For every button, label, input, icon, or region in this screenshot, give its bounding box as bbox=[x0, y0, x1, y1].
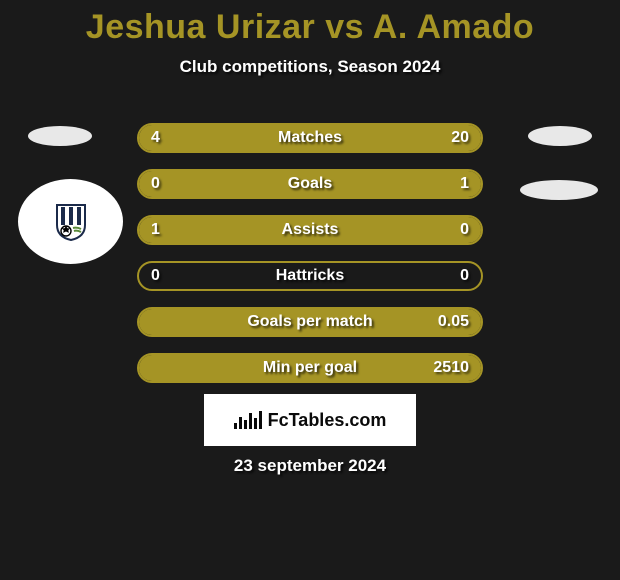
player-a-club-crest-icon bbox=[18, 179, 123, 264]
watermark-badge: FcTables.com bbox=[204, 394, 416, 446]
stat-row: 10Assists bbox=[137, 215, 483, 245]
footer-date: 23 september 2024 bbox=[0, 456, 620, 476]
shield-icon bbox=[55, 203, 87, 241]
stat-label: Matches bbox=[139, 125, 481, 151]
vs-text: vs bbox=[325, 8, 364, 46]
bars-icon bbox=[234, 411, 262, 429]
stat-row: 2510Min per goal bbox=[137, 353, 483, 383]
stat-row: 420Matches bbox=[137, 123, 483, 153]
stats-container: 420Matches 01Goals 10Assists 00Hattricks 0.0… bbox=[137, 123, 483, 399]
stat-label: Goals bbox=[139, 171, 481, 197]
stat-row: 0.05Goals per match bbox=[137, 307, 483, 337]
subtitle: Club competitions, Season 2024 bbox=[0, 57, 620, 77]
stat-label: Goals per match bbox=[139, 309, 481, 335]
comparison-title: Jeshua Urizar vs A. Amado bbox=[0, 0, 620, 47]
stat-label: Min per goal bbox=[139, 355, 481, 381]
watermark-text: FcTables.com bbox=[268, 410, 387, 431]
player-a-name: Jeshua Urizar bbox=[86, 8, 316, 46]
player-b-name: A. Amado bbox=[373, 8, 534, 46]
player-a-placeholder-icon bbox=[28, 126, 92, 146]
player-b-placeholder-icon bbox=[528, 126, 592, 146]
stat-label: Assists bbox=[139, 217, 481, 243]
stat-label: Hattricks bbox=[139, 263, 481, 289]
player-b-club-placeholder-icon bbox=[520, 180, 598, 200]
stat-row: 00Hattricks bbox=[137, 261, 483, 291]
stat-row: 01Goals bbox=[137, 169, 483, 199]
